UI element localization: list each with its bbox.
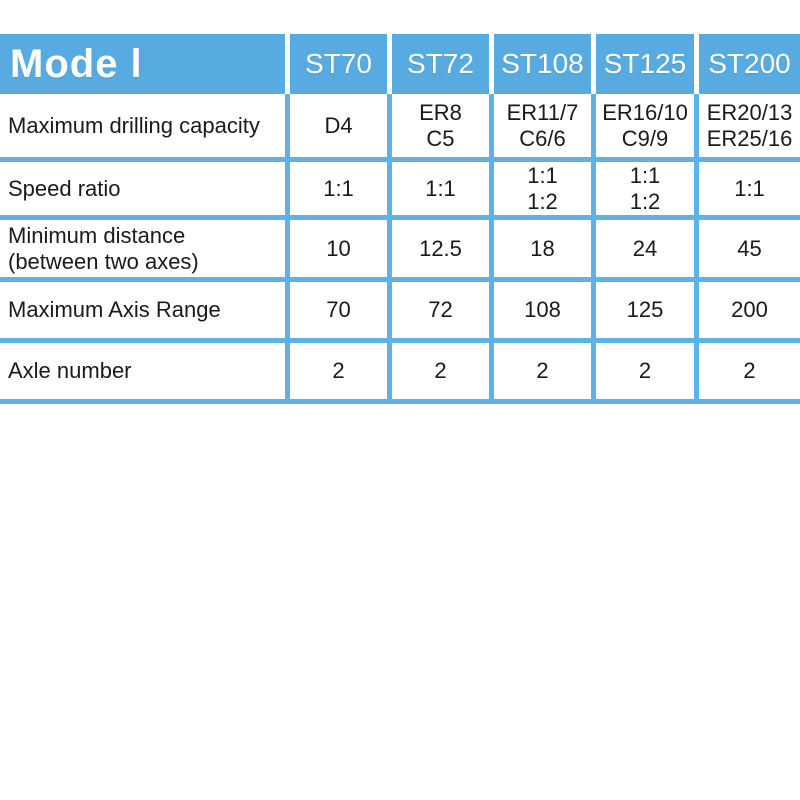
spec-table: Mode l ST70 ST72 ST108 ST125 ST200 Maxim… [0,34,800,404]
model-header-cell: Mode l [0,34,285,94]
cell-range-st125: 125 [596,282,694,338]
cell-distance-st200: 45 [699,220,800,277]
cell-range-st108: 108 [494,282,591,338]
cell-range-st200: 200 [699,282,800,338]
cell-speed-st108: 1:1 1:2 [494,162,591,215]
cell-drilling-st200: ER20/13 ER25/16 [699,94,800,157]
column-header-st108: ST108 [494,34,591,94]
column-header-st125: ST125 [596,34,694,94]
cell-axle-st72: 2 [392,343,489,399]
cell-axle-st70: 2 [290,343,387,399]
cell-speed-st72: 1:1 [392,162,489,215]
cell-drilling-st125: ER16/10 C9/9 [596,94,694,157]
column-header-st72: ST72 [392,34,489,94]
table-header-row: Mode l ST70 ST72 ST108 ST125 ST200 [0,34,800,94]
cell-distance-st72: 12.5 [392,220,489,277]
cell-distance-st70: 10 [290,220,387,277]
cell-speed-st70: 1:1 [290,162,387,215]
cell-distance-st108: 18 [494,220,591,277]
cell-speed-st200: 1:1 [699,162,800,215]
cell-axle-st200: 2 [699,343,800,399]
cell-axle-st125: 2 [596,343,694,399]
column-header-st70: ST70 [290,34,387,94]
cell-drilling-st108: ER11/7 C6/6 [494,94,591,157]
row-label-axis-range: Maximum Axis Range [0,282,285,338]
cell-distance-st125: 24 [596,220,694,277]
row-label-axle-number: Axle number [0,343,285,399]
table-body: Maximum drilling capacity D4 ER8 C5 ER11… [0,94,800,404]
cell-drilling-st72: ER8 C5 [392,94,489,157]
row-label-minimum-distance: Minimum distance (between two axes) [0,220,285,277]
cell-axle-st108: 2 [494,343,591,399]
column-header-st200: ST200 [699,34,800,94]
cell-drilling-st70: D4 [290,94,387,157]
cell-range-st70: 70 [290,282,387,338]
row-label-drilling-capacity: Maximum drilling capacity [0,94,285,157]
cell-range-st72: 72 [392,282,489,338]
row-label-speed-ratio: Speed ratio [0,162,285,215]
cell-speed-st125: 1:1 1:2 [596,162,694,215]
